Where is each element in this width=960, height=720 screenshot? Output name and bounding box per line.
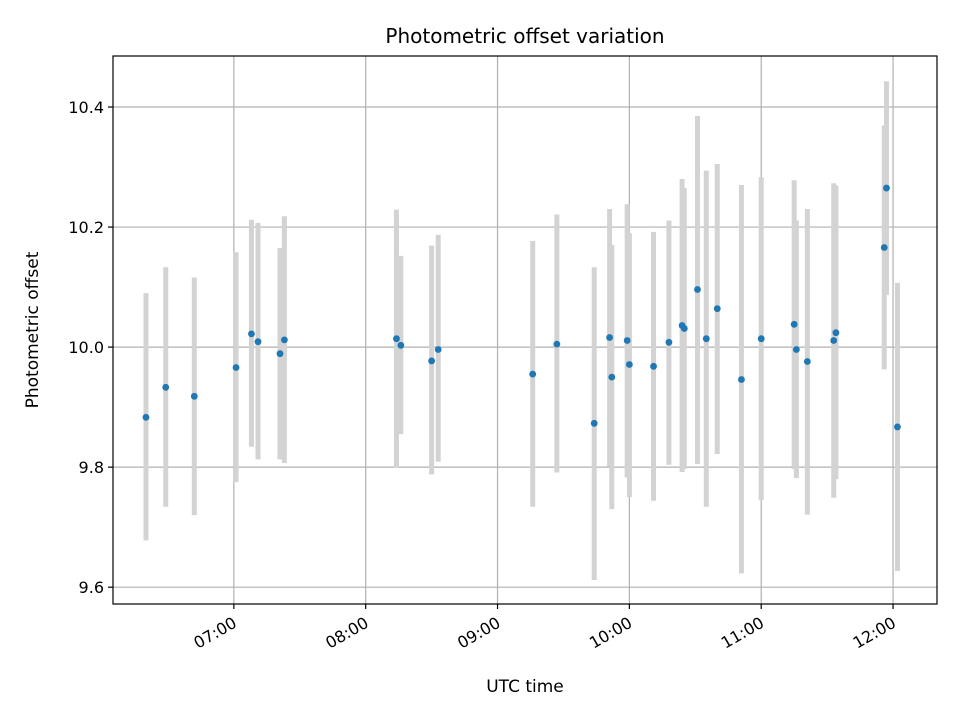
data-point [553, 340, 561, 348]
data-point [142, 413, 150, 421]
y-tick-label: 9.8 [79, 458, 104, 477]
plot-frame [112, 55, 938, 605]
data-point [625, 361, 633, 368]
y-tick-label: 10.2 [68, 218, 104, 237]
data-point [232, 364, 240, 371]
y-axis: 9.6 9.8 10.0 10.2 10.4 [68, 98, 113, 597]
data-point [803, 358, 811, 365]
data-point [529, 370, 537, 378]
data-points [142, 184, 901, 431]
data-point [397, 341, 405, 349]
data-point [434, 346, 442, 353]
data-point [713, 305, 721, 313]
y-tick-label: 9.6 [79, 578, 104, 597]
data-point [883, 184, 890, 192]
data-point [757, 335, 765, 343]
data-point [694, 286, 701, 293]
data-point [280, 336, 288, 344]
y-tick-label: 10.0 [68, 338, 104, 357]
data-point [428, 357, 436, 365]
data-point [190, 392, 198, 400]
data-point [738, 376, 745, 383]
data-point [832, 329, 840, 337]
chart-title: Photometric offset variation [385, 24, 664, 48]
data-point [894, 423, 901, 431]
data-point [650, 362, 657, 370]
data-point [790, 320, 798, 328]
data-point [623, 337, 631, 344]
data-point [880, 244, 888, 251]
data-point [608, 373, 616, 381]
y-tick-label: 10.4 [68, 98, 104, 117]
data-point [702, 335, 710, 343]
data-point [162, 383, 170, 391]
data-point [792, 346, 800, 353]
data-point [680, 325, 688, 332]
data-point [248, 330, 255, 338]
data-point [254, 338, 262, 346]
data-point [590, 419, 598, 427]
x-axis-title: UTC time [486, 677, 564, 697]
data-point [830, 337, 838, 344]
data-point [393, 335, 400, 343]
data-point [606, 334, 613, 341]
y-axis-title: Photometric offset [23, 251, 43, 408]
data-point [276, 350, 284, 358]
data-point [665, 338, 673, 346]
